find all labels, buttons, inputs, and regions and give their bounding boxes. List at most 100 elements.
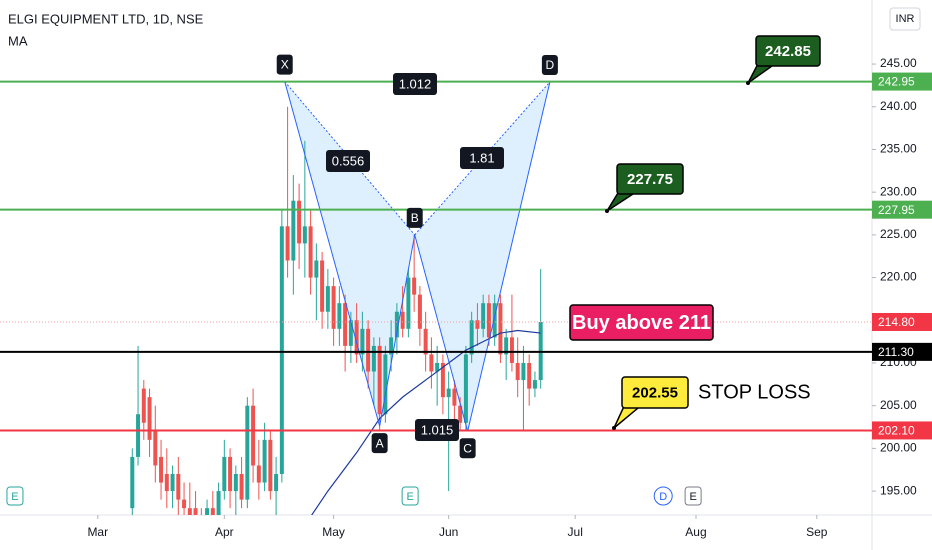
candle-body bbox=[147, 397, 152, 440]
price-level-tag bbox=[872, 200, 932, 219]
candle-body bbox=[262, 439, 267, 483]
candle-body bbox=[331, 286, 336, 329]
candle-body bbox=[325, 286, 330, 312]
candle-body bbox=[308, 226, 313, 278]
candle-body bbox=[452, 388, 457, 406]
candle-body bbox=[256, 465, 261, 483]
candle-body bbox=[348, 320, 353, 346]
callout-text: 202.55 bbox=[632, 384, 678, 401]
ratio-box bbox=[415, 419, 459, 441]
pattern-xab bbox=[284, 81, 415, 427]
pattern-leg bbox=[379, 234, 416, 427]
candle-body bbox=[251, 405, 256, 466]
candle-body bbox=[463, 354, 468, 423]
event-icon bbox=[6, 486, 24, 506]
callout-text: 242.85 bbox=[765, 43, 811, 60]
price-level-label: 211.30 bbox=[878, 345, 914, 359]
candle-body bbox=[458, 405, 463, 423]
x-tick-label: Jun bbox=[439, 525, 458, 539]
price-level-tag bbox=[872, 421, 932, 440]
candle-body bbox=[187, 508, 192, 515]
price-level-tag bbox=[872, 342, 932, 361]
candle-body bbox=[239, 474, 244, 500]
candle-body bbox=[383, 354, 388, 415]
callout-anchor bbox=[746, 81, 750, 85]
candle-body bbox=[216, 491, 221, 515]
ratio-label: 1.012 bbox=[399, 76, 432, 91]
event-icon bbox=[684, 486, 702, 506]
pattern-leg bbox=[284, 81, 381, 427]
candle-body bbox=[193, 508, 198, 515]
candle-body bbox=[366, 328, 371, 372]
candle-body bbox=[233, 474, 238, 492]
pattern-point-box bbox=[406, 207, 423, 228]
event-icon bbox=[401, 486, 419, 506]
candle-body bbox=[222, 456, 227, 492]
ratio-box bbox=[460, 147, 504, 169]
ma-line bbox=[311, 329, 541, 515]
candle-body bbox=[297, 200, 302, 244]
callout-box bbox=[621, 376, 689, 409]
candle-body bbox=[486, 303, 491, 338]
event-label[interactable]: D bbox=[659, 491, 667, 503]
candle-body bbox=[532, 380, 537, 389]
candle-body bbox=[475, 320, 480, 329]
candle-body bbox=[136, 414, 141, 457]
candle-body bbox=[130, 456, 135, 509]
candle-body bbox=[377, 345, 382, 415]
pattern-point-label: X bbox=[281, 58, 289, 72]
price-level-tag bbox=[872, 72, 932, 91]
candle-body bbox=[285, 226, 290, 261]
x-tick-label: Sep bbox=[806, 525, 828, 539]
price-level-label: 202.10 bbox=[878, 424, 915, 438]
currency-badge[interactable] bbox=[889, 7, 921, 31]
event-label[interactable]: E bbox=[689, 491, 696, 503]
candle-body bbox=[412, 277, 417, 295]
price-level-tag bbox=[872, 312, 932, 331]
pattern-point-box bbox=[371, 433, 388, 454]
candle-body bbox=[141, 388, 146, 423]
candle-body bbox=[182, 499, 187, 509]
price-level-label: 242.95 bbox=[878, 75, 915, 89]
pattern-point-label: C bbox=[463, 441, 472, 455]
candle-body bbox=[354, 320, 359, 355]
plot-area bbox=[130, 81, 551, 515]
callout-anchor bbox=[612, 426, 616, 430]
callout-text: Buy above 211 bbox=[572, 312, 711, 334]
candle-body bbox=[400, 311, 405, 329]
event-label[interactable]: E bbox=[406, 491, 413, 503]
candle-body bbox=[389, 337, 394, 355]
candle-body bbox=[423, 328, 428, 355]
currency-label[interactable]: INR bbox=[896, 13, 915, 25]
callout-text: 227.75 bbox=[627, 171, 673, 188]
pattern-point-box bbox=[276, 54, 293, 75]
ratio-box bbox=[326, 150, 370, 172]
candle-body bbox=[343, 303, 348, 346]
candle-body bbox=[279, 226, 284, 475]
candle-body bbox=[170, 474, 175, 492]
candle-body bbox=[446, 388, 451, 398]
pattern-point-label: A bbox=[376, 436, 384, 450]
pattern-point-label: D bbox=[546, 58, 555, 72]
y-tick-label: 225.00 bbox=[880, 227, 917, 241]
candle-body bbox=[176, 474, 181, 500]
indicator-name: MA bbox=[8, 33, 28, 48]
y-tick-label: 220.00 bbox=[880, 270, 917, 284]
candle-body bbox=[164, 474, 169, 492]
y-tick-label: 230.00 bbox=[880, 184, 917, 198]
candle-body bbox=[245, 405, 250, 500]
event-label[interactable]: E bbox=[11, 491, 18, 503]
y-tick-label: 240.00 bbox=[880, 99, 917, 113]
candle-body bbox=[314, 260, 319, 278]
event-icon bbox=[653, 486, 673, 506]
y-tick-label: 195.00 bbox=[880, 483, 917, 497]
candle-body bbox=[228, 456, 233, 492]
candle-body bbox=[406, 277, 411, 329]
candle-body bbox=[509, 337, 514, 363]
candle-body bbox=[429, 354, 434, 372]
candle-body bbox=[515, 362, 520, 381]
candle-body bbox=[371, 345, 376, 372]
y-tick-label: 235.00 bbox=[880, 142, 917, 156]
candle-body bbox=[205, 508, 210, 515]
x-tick-label: Jul bbox=[568, 525, 583, 539]
